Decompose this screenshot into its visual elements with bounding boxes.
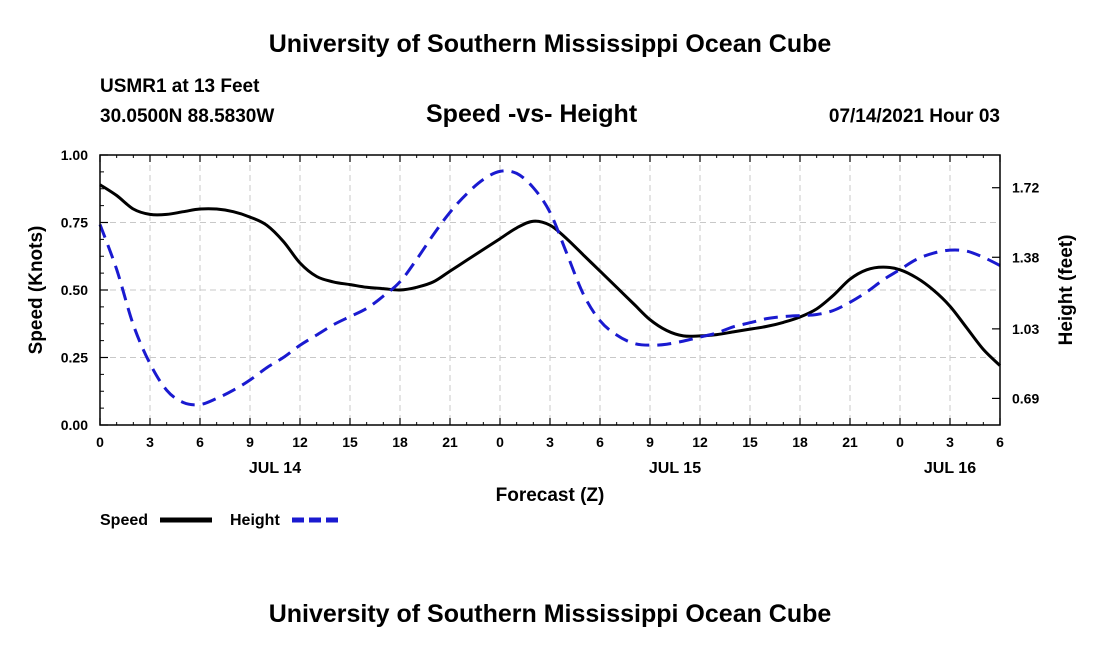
x-tick-label: 12 xyxy=(292,434,308,450)
x-tick-label: 12 xyxy=(692,434,708,450)
x-tick-label: 3 xyxy=(946,434,954,450)
legend-height-label: Height xyxy=(230,512,280,529)
date-label: 07/14/2021 Hour 03 xyxy=(828,106,1000,127)
coordinates-label: 30.0500N 88.5830W xyxy=(100,106,275,127)
legend-speed-label: Speed xyxy=(100,512,148,529)
x-tick-label: 9 xyxy=(646,434,654,450)
chart-title-bottom: University of Southern Mississippi Ocean… xyxy=(268,600,832,628)
axes: 0 3 6 9 12 15 18 21 0 3 6 9 12 15 18 21 0 3 6 JUL 14 JUL 15 J… xyxy=(61,147,1040,477)
x-tick-label: 21 xyxy=(842,434,858,450)
y-tick-label: 1.00 xyxy=(61,147,88,163)
legend: Speed Height xyxy=(100,512,342,529)
station-label: USMR1 at 13 Feet xyxy=(100,76,260,97)
series-line-speed xyxy=(99,183,1002,367)
series-line-height xyxy=(98,169,1001,407)
x-tick-label: 3 xyxy=(546,434,554,450)
chart-subtitle: Speed -vs- Height xyxy=(426,100,638,128)
x-tick-label: 0 xyxy=(896,434,904,450)
date-label: JUL 15 xyxy=(649,460,701,477)
x-tick-label: 6 xyxy=(996,434,1004,450)
y2-tick-label: 1.38 xyxy=(1012,249,1039,265)
y2-tick-label: 1.03 xyxy=(1012,321,1039,337)
x-tick-label: 0 xyxy=(96,434,104,450)
y-tick-label: 0.25 xyxy=(61,350,88,366)
chart-title-top: University of Southern Mississippi Ocean… xyxy=(268,30,832,58)
date-label: JUL 16 xyxy=(924,460,976,477)
x-tick-label: 15 xyxy=(742,434,758,450)
x-axis-label: Forecast (Z) xyxy=(496,485,605,506)
y2-tick-label: 1.72 xyxy=(1012,180,1039,196)
y2-axis-label: Height (feet) xyxy=(1056,235,1077,346)
x-tick-label: 9 xyxy=(246,434,254,450)
grid-lines xyxy=(100,155,1000,425)
x-tick-label: 18 xyxy=(392,434,408,450)
x-tick-label: 6 xyxy=(596,434,604,450)
data-series xyxy=(98,169,1002,407)
x-tick-label: 21 xyxy=(442,434,458,450)
y2-tick-label: 0.69 xyxy=(1012,390,1039,406)
x-tick-label: 6 xyxy=(196,434,204,450)
y-tick-label: 0.50 xyxy=(61,282,88,298)
x-tick-label: 18 xyxy=(792,434,808,450)
x-tick-label: 3 xyxy=(146,434,154,450)
y-axis-label: Speed (Knots) xyxy=(26,226,47,355)
date-label: JUL 14 xyxy=(249,460,301,477)
x-tick-label: 0 xyxy=(496,434,504,450)
y-tick-label: 0.00 xyxy=(61,417,88,433)
y-tick-label: 0.75 xyxy=(61,215,88,231)
x-tick-label: 15 xyxy=(342,434,358,450)
